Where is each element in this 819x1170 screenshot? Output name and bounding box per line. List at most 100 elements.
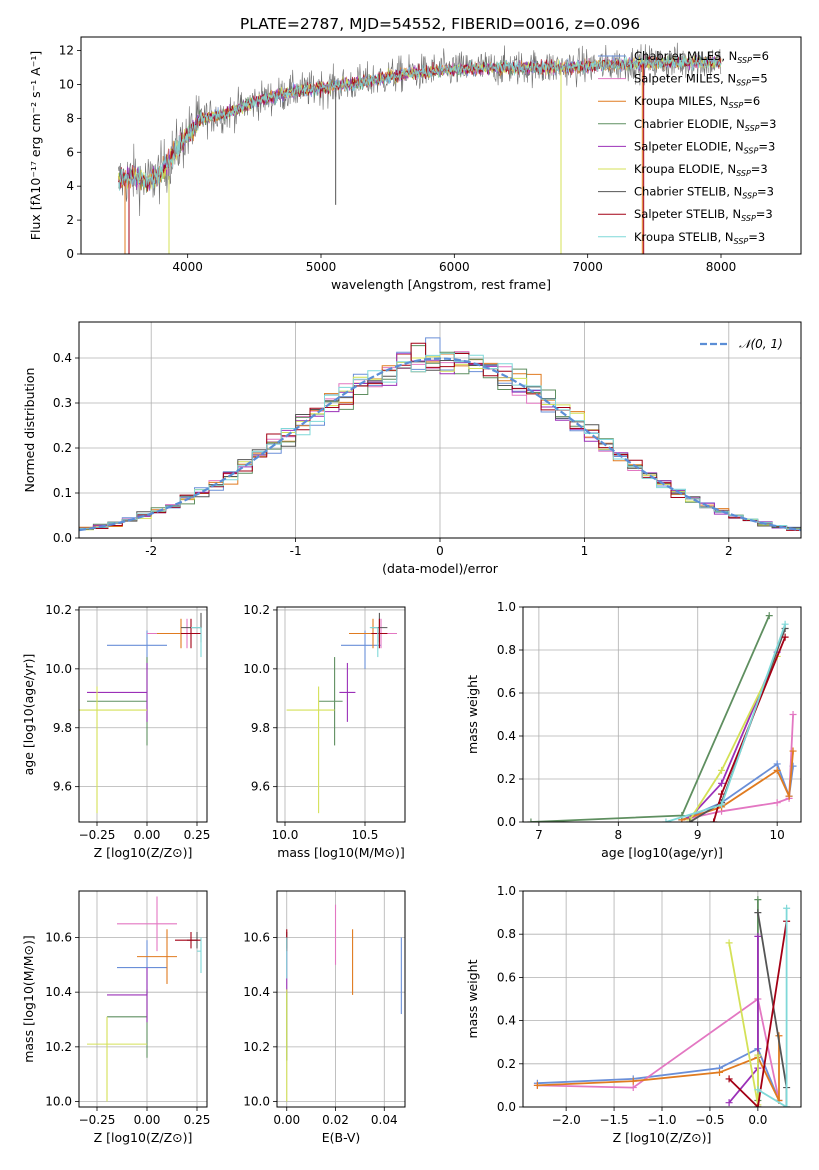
- mass_weight_vs_Z-ytick-label: 1.0: [497, 884, 516, 898]
- spectrum-xlabel: wavelength [Angstrom, rest frame]: [331, 277, 551, 292]
- residuals-ytick-label: 0.1: [53, 486, 72, 500]
- spectrum-plot-area: [117, 42, 722, 254]
- residuals-xtick-label: -1: [290, 544, 302, 558]
- age_vs_Z-ytick-label: 10.2: [45, 603, 72, 617]
- mass_vs_EBV-xtick-label: 0.00: [273, 1113, 300, 1127]
- mass_weight_vs_age-point: [686, 818, 694, 822]
- mass_weight_vs_age-xtick-label: 8: [614, 828, 622, 842]
- legend-entry: Salpeter STELIB, NSSP=3: [634, 207, 773, 223]
- mass_weight_vs_age-ytick-label: 0.4: [497, 729, 516, 743]
- spectrum-ytick-label: 4: [66, 179, 74, 193]
- spectrum-series-line: [118, 55, 722, 191]
- panel-mass_weight_vs_Z: −2.0 −1.5 −1.0 −0.5 0.0 0.0 0.2 0.4 0.6 0.8 1.0 Z […: [465, 884, 802, 1145]
- spectrum-ytick-label: 0: [66, 247, 74, 261]
- mass_weight_vs_age-ytick-label: 0.6: [497, 686, 516, 700]
- mass_weight_vs_Z-point: [754, 909, 762, 917]
- residuals-xlabel: (data-model)/error: [382, 561, 499, 576]
- mass_weight_vs_Z-series-line: [537, 997, 780, 1101]
- residuals-plot-area: [79, 322, 801, 538]
- residuals-ytick-label: 0.3: [53, 396, 72, 410]
- spectrum-xtick-label: 6000: [439, 260, 470, 274]
- mass_weight_vs_Z-ytick-label: 0.2: [497, 1057, 516, 1071]
- age_vs_mass-xtick-label: 10.5: [352, 828, 379, 842]
- mass_weight_vs_Z-plot-area: [523, 891, 801, 1107]
- residual-histogram: [79, 352, 801, 530]
- mass_weight_vs_age-series-line: [689, 651, 779, 819]
- mass_weight_vs_Z-point: [725, 939, 733, 947]
- legend-entry: Salpeter ELODIE, NSSP=3: [634, 139, 775, 155]
- spectrum-ytick-label: 10: [59, 77, 74, 91]
- age_vs_mass-ytick-label: 10.2: [243, 603, 270, 617]
- mass_weight_vs_age-point: [718, 779, 726, 787]
- chart-panels: 4000 5000 6000 7000 8000024681012wavelength …: [21, 36, 802, 1145]
- mass_weight_vs_age-frame: [522, 606, 802, 823]
- residuals-xtick-label: 0: [436, 544, 444, 558]
- spectrum-ylabel: Flux [fλ10⁻¹⁷ erg cm⁻² s⁻¹ A⁻¹]: [28, 51, 43, 240]
- figure-title: PLATE=2787, MJD=54552, FIBERID=0016, z=0…: [240, 15, 640, 33]
- mass_weight_vs_age-point: [527, 818, 535, 822]
- mass_vs_EBV-ytick-label: 10.2: [243, 1040, 270, 1054]
- mass_vs_EBV-xlabel: E(B-V): [322, 1130, 361, 1145]
- mass_weight_vs_age-xtick-label: 10: [770, 828, 785, 842]
- spectrum-legend: Chabrier MILES, NSSP=6 Salpeter MILES, NS…: [598, 49, 776, 246]
- mass_weight_vs_Z-series-line: [757, 908, 788, 1107]
- age_vs_Z-ylabel: age [log10(age/yr)]: [21, 654, 36, 776]
- residual-legend-label: 𝒩(0, 1): [739, 337, 783, 351]
- mass_weight_vs_Z-xlabel: Z [log10(Z/Z⊙)]: [613, 1130, 712, 1145]
- age_vs_mass-xlabel: mass [log10(M/M⊙)]: [277, 845, 405, 860]
- mass_vs_EBV-frame: [276, 890, 406, 1108]
- residuals-ytick-label: 0.4: [53, 351, 72, 365]
- age_vs_Z-ytick-label: 10.0: [45, 662, 72, 676]
- mass_vs_EBV-xtick-label: 0.04: [371, 1113, 398, 1127]
- panel-age_vs_Z: −0.25 0.00 0.25 9.6 9.8 10.0 10.2 Z [log10(Z/Z⊙…: [21, 603, 210, 860]
- normal-curve: [79, 357, 801, 532]
- mass_weight_vs_Z-point: [754, 1103, 762, 1107]
- spectrum-ytick-label: 2: [66, 213, 74, 227]
- mass_vs_Z-ytick-label: 10.6: [45, 930, 72, 944]
- mass_weight_vs_age-point: [789, 747, 797, 755]
- mass_weight_vs_Z-point: [754, 896, 762, 904]
- spectrum-xtick-label: 7000: [572, 260, 603, 274]
- mass_vs_EBV-xtick-label: 0.02: [322, 1113, 349, 1127]
- age_vs_Z-xlabel: Z [log10(Z/Z⊙)]: [94, 845, 193, 860]
- mass_weight_vs_age-series-line: [689, 628, 786, 822]
- mass_weight_vs_age-xtick-label: 7: [535, 828, 543, 842]
- spectrum-xtick-label: 5000: [306, 260, 337, 274]
- age_vs_mass-plot-area: [277, 607, 405, 822]
- mass_weight_vs_age-point: [789, 711, 797, 718]
- mass_weight_vs_age-point: [781, 633, 789, 641]
- mass_weight_vs_Z-point: [716, 1068, 724, 1076]
- age_vs_Z-xtick-label: 0.25: [184, 828, 211, 842]
- legend-entry: Chabrier MILES, NSSP=6: [634, 49, 769, 65]
- mass_vs_Z-ytick-label: 10.4: [45, 985, 72, 999]
- spectrum-frame: [80, 36, 802, 255]
- mass_weight_vs_Z-xtick-label: −1.0: [647, 1113, 676, 1127]
- mass_weight_vs_age-ytick-label: 0.2: [497, 772, 516, 786]
- age_vs_Z-xtick-label: −0.25: [79, 828, 116, 842]
- panel-spectrum: 4000 5000 6000 7000 8000 0 2 4 6 8 10 12 wavelength …: [28, 36, 802, 292]
- mass_weight_vs_age-xlabel: age [log10(age/yr)]: [601, 845, 723, 860]
- age_vs_mass-ytick-label: 9.8: [251, 721, 270, 735]
- mass_weight_vs_Z-xtick-label: −1.5: [599, 1113, 628, 1127]
- mass_weight_vs_age-point: [718, 790, 726, 798]
- mass_weight_vs_Z-point: [754, 932, 762, 940]
- mass_vs_Z-ytick-label: 10.2: [45, 1040, 72, 1054]
- age_vs_Z-plot-area: [79, 607, 207, 822]
- legend-entry: Kroupa MILES, NSSP=6: [634, 94, 760, 110]
- mass_weight_vs_age-point: [765, 612, 773, 620]
- residuals-ylabel: Normed distribution: [22, 368, 37, 493]
- mass_vs_Z-frame: [78, 890, 208, 1108]
- panel-residuals: -2 -1 0 1 2 0.0 0.1 0.2 0.3 0.4 (data-model)/error…: [22, 321, 802, 576]
- mass_weight_vs_Z-point: [629, 1077, 637, 1085]
- mass_vs_EBV-ytick-label: 10.4: [243, 985, 270, 999]
- mass_vs_EBV-ytick-label: 10.0: [243, 1095, 270, 1109]
- residuals-xtick-label: -2: [145, 544, 157, 558]
- mass_weight_vs_age-point: [773, 760, 781, 768]
- residuals-ytick-label: 0.2: [53, 441, 72, 455]
- mass_weight_vs_Z-series-line: [728, 921, 788, 1107]
- mass_vs_Z-xlabel: Z [log10(Z/Z⊙)]: [94, 1130, 193, 1145]
- mass_weight_vs_age-series-line: [665, 623, 786, 822]
- mass_weight_vs_Z-point: [629, 1084, 637, 1092]
- mass_weight_vs_age-ytick-label: 1.0: [497, 600, 516, 614]
- mass_weight_vs_age-point: [718, 801, 726, 809]
